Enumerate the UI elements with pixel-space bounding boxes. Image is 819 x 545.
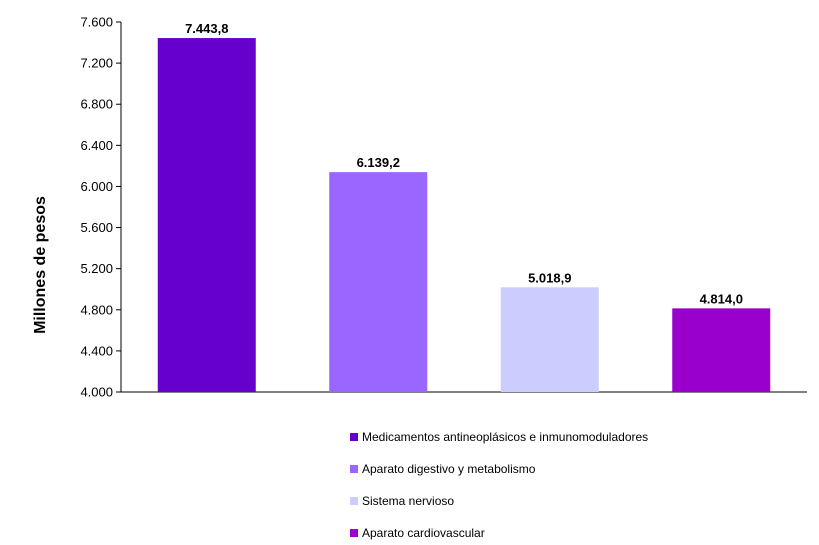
legend-swatch [350, 465, 358, 473]
y-tick-label: 6.800 [80, 97, 113, 112]
data-label: 6.139,2 [357, 155, 400, 170]
legend-swatch [350, 497, 358, 505]
y-tick-label: 4.000 [80, 385, 113, 400]
bar [500, 287, 599, 392]
y-tick-label: 6.400 [80, 138, 113, 153]
legend-swatch [350, 433, 358, 441]
legend-label: Medicamentos antineoplásicos e inmunomod… [362, 430, 648, 444]
y-tick-label: 7.200 [80, 56, 113, 71]
y-tick-label: 4.800 [80, 302, 113, 317]
y-ticks: 4.000 4.400 4.800 5.200 5.600 6.000 6.400 6.800… [80, 15, 121, 400]
legend-label: Aparato cardiovascular [362, 526, 485, 540]
bar [157, 38, 256, 392]
legend-swatch [350, 529, 358, 537]
legend-label: Sistema nervioso [362, 494, 454, 508]
y-tick-label: 7.600 [80, 15, 113, 30]
bar [329, 172, 428, 392]
y-axis-title-group: Millones de pesos [32, 196, 49, 334]
data-label: 5.018,9 [528, 270, 571, 285]
legend: Medicamentos antineoplásicos e inmunomod… [350, 430, 648, 540]
y-tick-label: 5.200 [80, 261, 113, 276]
legend-label: Aparato digestivo y metabolismo [362, 462, 536, 476]
y-axis-title: Millones de pesos [32, 196, 49, 334]
data-label: 4.814,0 [700, 291, 743, 306]
data-labels: 7.443,8 6.139,2 5.018,9 4.814,0 [185, 21, 743, 306]
y-tick-label: 4.400 [80, 343, 113, 358]
bar [672, 308, 771, 392]
bars [157, 38, 771, 392]
y-tick-label: 5.600 [80, 220, 113, 235]
data-label: 7.443,8 [185, 21, 228, 36]
y-tick-label: 6.000 [80, 179, 113, 194]
